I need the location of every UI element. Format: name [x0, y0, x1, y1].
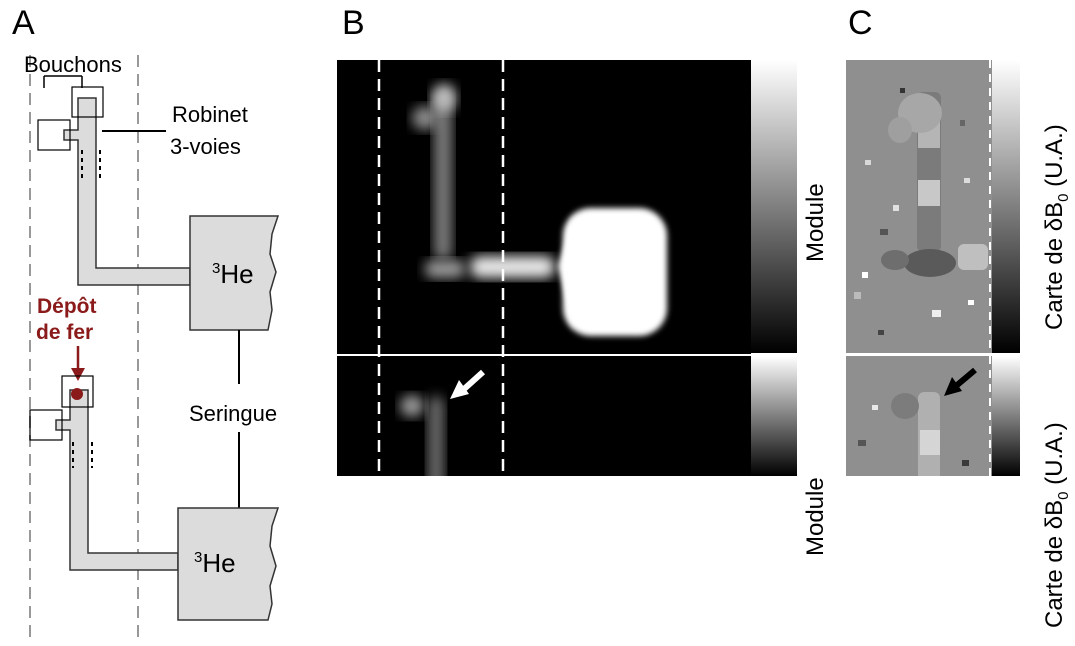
iron-deposit-dot [71, 388, 83, 400]
arrow-icon-black [944, 367, 977, 396]
he-label-bottom: 3He [194, 548, 236, 578]
he-cylinder-bottom [177, 507, 280, 621]
tube-bottom [55, 389, 179, 571]
colorbar-label-c-bottom: Carte de δB0 (U.A.) [1041, 422, 1072, 628]
cap-top-2 [61, 375, 94, 408]
cap-side-1 [37, 119, 71, 151]
magnitude-image-bottom [337, 356, 751, 476]
panel-label-c: C [848, 4, 873, 42]
caps-label: Bouchons [24, 52, 122, 77]
colorbar-c-top [992, 60, 1020, 353]
iron-label-line2: de fer [36, 321, 93, 344]
colorbar-b-top [751, 60, 797, 353]
panel-b: B [337, 4, 829, 556]
panel-label-b: B [342, 4, 365, 42]
tube-top [63, 97, 191, 286]
panel-label-a: A [12, 4, 35, 42]
panel-c: C [846, 4, 1072, 628]
cap-top-1 [71, 86, 104, 118]
iron-arrow-head [71, 368, 85, 381]
colorbar-label-b-top: Module [802, 183, 829, 262]
cap-side-2 [29, 409, 63, 441]
he-cylinder-top [189, 215, 280, 331]
he-label-top: 3He [212, 259, 254, 289]
iron-label-line1: Dépôt [37, 295, 97, 318]
panel-a: A Bouchons Robinet 3-voies 3He Seringue … [12, 4, 280, 640]
arrow-icon-white [450, 369, 486, 399]
colorbar-label-c-top: Carte de δB0 (U.A.) [1041, 124, 1072, 330]
valve-label-line1: Robinet [172, 102, 248, 127]
colorbar-b-bottom [751, 356, 797, 476]
syringe-label: Seringue [189, 401, 277, 426]
phase-map-bottom [846, 356, 992, 476]
colorbar-c-bottom [992, 356, 1020, 476]
top-assembly: Bouchons Robinet 3-voies 3He [24, 52, 280, 331]
caps-bracket [43, 75, 83, 88]
valve-label-line2: 3-voies [170, 134, 241, 159]
phase-map-top [846, 60, 992, 353]
magnitude-image-top [337, 60, 751, 354]
bottom-assembly: 3He [29, 375, 280, 621]
colorbar-label-b-bottom: Module [802, 477, 829, 556]
